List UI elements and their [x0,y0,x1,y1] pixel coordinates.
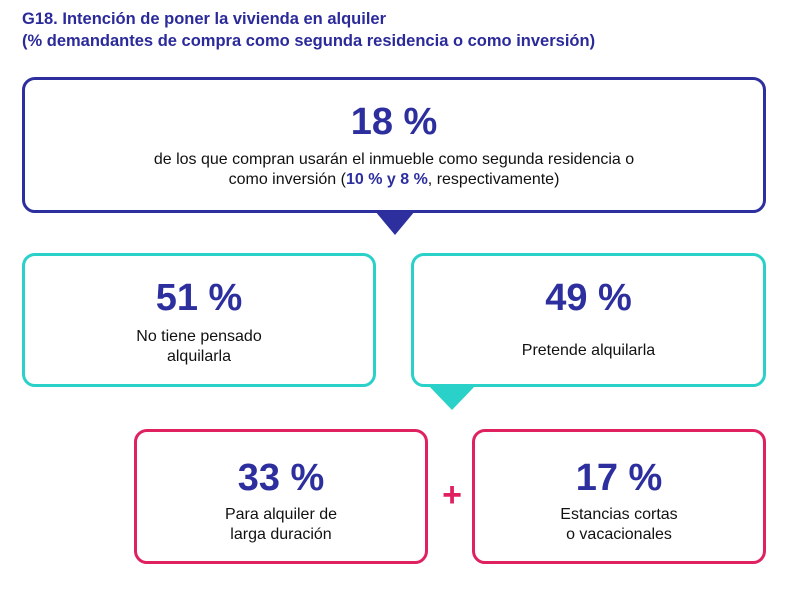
chart-title: G18. Intención de poner la vivienda en a… [22,8,782,52]
no-rent-value: 51 % [155,277,243,319]
total-value: 18 % [350,101,438,143]
long-term-line-1: Para alquiler de [224,506,338,523]
plus-sign: + [442,476,462,514]
rent-description: Pretende alquilarla [521,342,656,359]
rent-value: 49 % [545,277,632,319]
total-description: de los que compran usarán el inmueble co… [25,150,763,190]
title-line-2: (% demandantes de compra como segunda re… [22,32,596,50]
long-term-description: Para alquiler de larga duración [137,505,425,545]
short-stay-description: Estancias cortas o vacacionales [475,505,763,545]
total-desc-line-1: de los que compran usarán el inmueble co… [153,151,635,168]
short-stay-value: 17 % [575,457,663,499]
no-rent-box: 51 % No tiene pensado alquilarla [22,253,376,387]
no-rent-line-2: alquilarla [166,348,232,365]
total-desc-pre: como inversión ( [228,171,346,188]
rent-box: 49 % Pretende alquilarla [411,253,766,387]
total-box-pointer [375,211,415,235]
rent-box-pointer [428,385,476,410]
total-desc-highlight: 10 % y 8 % [345,171,428,188]
no-rent-description: No tiene pensado alquilarla [25,327,373,367]
long-term-line-2: larga duración [230,526,332,543]
title-line-1: G18. Intención de poner la vivienda en a… [22,10,387,28]
short-stay-box: 17 % Estancias cortas o vacacionales [472,429,766,564]
total-desc-post: , respectivamente) [427,171,560,188]
short-stay-line-2: o vacacionales [566,526,672,543]
long-term-value: 33 % [237,457,325,499]
short-stay-line-1: Estancias cortas [560,506,678,523]
long-term-box: 33 % Para alquiler de larga duración [134,429,428,564]
no-rent-line-1: No tiene pensado [136,328,262,345]
total-box: 18 % de los que compran usarán el inmueb… [22,77,766,213]
